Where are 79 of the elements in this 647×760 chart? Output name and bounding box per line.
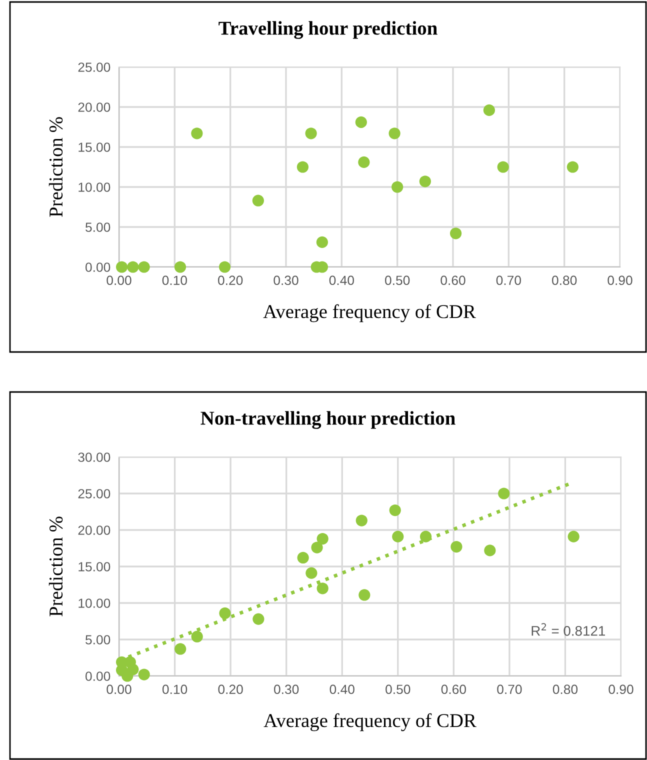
point [450,228,462,240]
point [392,181,404,193]
x-axis-title: Average frequency of CDR [264,713,476,732]
point [191,630,203,642]
point [116,261,128,273]
y-axis-title: Prediction % [48,117,63,217]
x-tick-label: 0.30 [274,276,298,286]
point [389,504,401,516]
point [419,176,431,188]
point [316,582,328,594]
y-tick-label: 10.00 [78,182,110,192]
point [358,156,370,168]
x-tick-label: 0.70 [497,684,522,694]
point [358,589,370,601]
point [450,540,462,553]
x-tick-label: 0.20 [218,276,243,286]
point [138,261,150,273]
point [297,552,309,564]
point [316,236,328,248]
y-tick-label: 15.00 [78,142,110,152]
x-tick-label: 0.40 [329,276,354,286]
chart-title: Non-travelling hour prediction [200,411,456,429]
point [218,261,231,273]
x-tick-label: 0.50 [386,684,410,694]
point [127,261,139,273]
x-tick-label: 0.80 [552,684,578,694]
x-tick-label: 0.00 [106,276,132,286]
point [356,514,368,526]
point [311,542,323,554]
point [138,668,150,680]
point [296,161,309,173]
point [252,194,264,206]
annotation: R$^{2}$ = 0.8121 [532,623,605,636]
point [420,530,432,542]
y-tick-label: 25.00 [78,489,110,498]
point [498,488,510,500]
x-axis-title: Average frequency of CDR [263,304,476,322]
y-tick-label: 25.00 [78,62,110,72]
x-tick-label: 0.00 [106,684,132,694]
point [191,128,203,140]
x-tick-label: 0.40 [330,684,354,694]
point [497,161,509,173]
y-tick-label: 20.00 [78,526,110,535]
point [316,532,328,545]
point [483,104,495,116]
y-tick-label: 30.00 [78,452,110,462]
y-axis-title: Prediction % [48,516,63,616]
point [174,643,186,655]
point [388,128,400,140]
point [568,530,580,542]
x-tick-label: 0.10 [162,684,188,694]
point [174,261,186,273]
point [566,161,578,173]
x-tick-label: 0.80 [552,276,577,286]
point [355,116,367,128]
y-tick-label: 0.00 [86,262,110,272]
y-tick-label: 5.00 [86,635,110,644]
y-tick-label: 10.00 [78,598,110,608]
point [484,544,496,556]
x-tick-label: 0.60 [441,684,466,694]
point [306,567,318,579]
x-tick-label: 0.90 [608,276,632,286]
x-tick-label: 0.10 [162,276,187,286]
y-tick-label: 20.00 [78,102,110,112]
x-tick-label: 0.50 [385,276,410,286]
x-tick-label: 0.30 [274,684,299,694]
x-tick-label: 0.70 [496,276,521,286]
y-tick-label: 15.00 [78,562,110,572]
chart-title: Travelling hour prediction [218,21,438,39]
x-tick-label: 0.60 [440,276,466,286]
x-tick-label: 0.90 [608,684,634,694]
point [219,607,231,620]
point [392,530,404,542]
point [122,670,134,682]
point [305,128,317,140]
point [252,613,264,625]
y-tick-label: 5.00 [86,222,110,232]
x-tick-label: 0.20 [218,684,243,694]
y-tick-label: 0.00 [86,672,110,681]
